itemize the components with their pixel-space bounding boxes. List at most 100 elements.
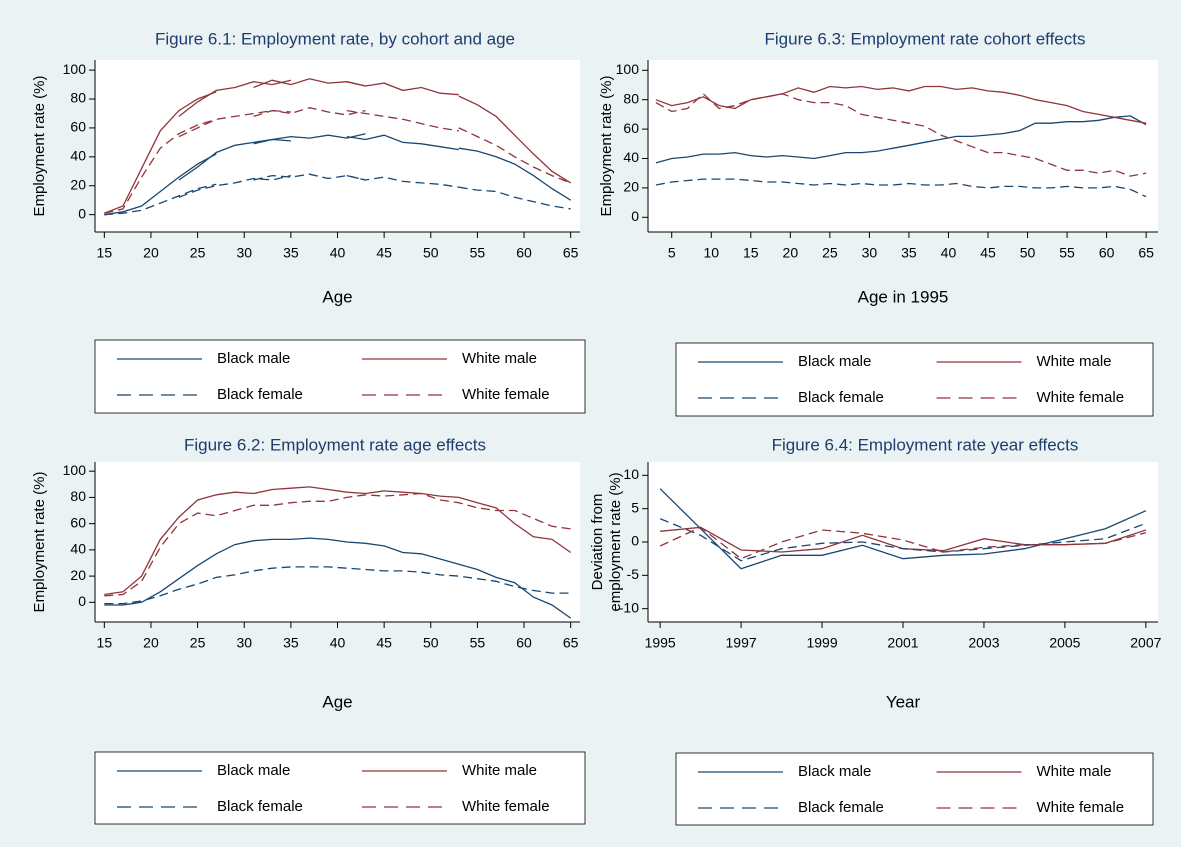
- x-tick-label: 60: [516, 245, 532, 261]
- legend-label: Black male: [217, 762, 290, 779]
- x-tick-label: 40: [330, 635, 346, 651]
- series-line: [458, 127, 571, 184]
- x-tick-label: 20: [783, 245, 799, 261]
- series-line: [104, 492, 571, 597]
- series-line: [178, 79, 292, 117]
- x-tick-label: 50: [1020, 245, 1036, 261]
- x-tick-label: 10: [703, 245, 719, 261]
- legend-label: Black female: [217, 798, 303, 815]
- chart-title: Figure 6.2: Employment rate age effects: [184, 435, 486, 454]
- x-tick-label: 40: [330, 245, 346, 261]
- series-line: [104, 118, 217, 214]
- x-tick-label: 65: [563, 245, 579, 261]
- x-tick-label: 40: [941, 245, 957, 261]
- x-tick-label: 30: [236, 635, 252, 651]
- legend-label: White male: [1037, 763, 1112, 780]
- y-tick-label: 20: [70, 567, 86, 583]
- x-tick-label: 15: [743, 245, 759, 261]
- x-axis-label: Age in 1995: [858, 287, 949, 306]
- legend-label: White male: [462, 350, 537, 367]
- x-tick-label: 1997: [726, 635, 757, 651]
- chart-title: Figure 6.1: Employment rate, by cohort a…: [155, 29, 515, 48]
- series-line: [458, 95, 572, 184]
- x-tick-label: 15: [97, 245, 113, 261]
- x-tick-label: 30: [862, 245, 878, 261]
- y-tick-label: 40: [70, 541, 86, 557]
- y-axis-label: Employment rate (%): [31, 472, 48, 613]
- legend-label: White female: [1037, 799, 1125, 816]
- y-tick-label: 80: [623, 90, 639, 106]
- x-tick-label: 45: [376, 635, 392, 651]
- series-line: [655, 92, 1147, 177]
- x-tick-label: 65: [1138, 245, 1154, 261]
- x-axis-label: Age: [322, 287, 352, 306]
- x-tick-label: 30: [236, 245, 252, 261]
- y-tick-label: 0: [631, 208, 639, 224]
- series-line: [659, 526, 1147, 560]
- plot-area: [648, 462, 1158, 622]
- series-line: [659, 518, 1147, 562]
- y-tick-label: 0: [78, 593, 86, 609]
- y-tick-label: 40: [70, 148, 86, 164]
- y-tick-label: 0: [631, 533, 639, 549]
- y-tick-label: -10: [619, 599, 639, 615]
- y-tick-label: 20: [70, 176, 86, 192]
- legend-label: Black male: [798, 353, 871, 370]
- chart-title: Figure 6.4: Employment rate year effects: [772, 435, 1079, 454]
- series-line: [655, 85, 1147, 124]
- y-tick-label: 100: [63, 462, 87, 478]
- y-tick-label: -5: [627, 566, 640, 582]
- legend-label: Black male: [217, 350, 290, 367]
- legend-label: Black male: [798, 763, 871, 780]
- y-tick-label: 5: [631, 499, 639, 515]
- x-axis-label: Age: [322, 692, 352, 711]
- y-tick-label: 10: [623, 466, 639, 482]
- y-tick-label: 0: [78, 205, 86, 221]
- y-tick-label: 100: [63, 61, 87, 77]
- series-line: [104, 486, 572, 596]
- x-tick-label: 25: [190, 635, 206, 651]
- x-axis-label: Year: [886, 692, 921, 711]
- y-tick-label: 80: [70, 488, 86, 504]
- legend-label: White female: [462, 386, 550, 403]
- x-tick-label: 50: [423, 635, 439, 651]
- y-tick-label: 40: [623, 149, 639, 165]
- y-axis-label: Employment rate (%): [598, 76, 615, 217]
- series-line: [346, 174, 459, 188]
- x-tick-label: 25: [822, 245, 838, 261]
- series-line: [346, 109, 459, 132]
- x-tick-label: 1999: [806, 635, 837, 651]
- legend-label: Black female: [217, 386, 303, 403]
- series-line: [178, 109, 291, 138]
- x-tick-label: 35: [901, 245, 917, 261]
- series-line: [458, 147, 572, 201]
- x-tick-label: 45: [376, 245, 392, 261]
- series-line: [655, 178, 1147, 198]
- x-tick-label: 60: [516, 635, 532, 651]
- series-line: [178, 174, 292, 198]
- y-axis-label: Deviation from: [589, 494, 606, 591]
- x-tick-label: 60: [1099, 245, 1115, 261]
- x-tick-label: 20: [143, 245, 159, 261]
- y-tick-label: 100: [616, 61, 640, 77]
- legend-box: [94, 751, 586, 825]
- y-axis-label: Employment rate (%): [31, 76, 48, 217]
- x-tick-label: 2003: [968, 635, 999, 651]
- x-tick-label: 55: [470, 635, 486, 651]
- series-line: [253, 107, 366, 118]
- series-line: [253, 133, 366, 145]
- series-line: [104, 537, 572, 619]
- x-tick-label: 2007: [1130, 635, 1161, 651]
- series-line: [253, 173, 366, 181]
- y-tick-label: 60: [70, 119, 86, 135]
- x-tick-label: 2005: [1049, 635, 1080, 651]
- x-tick-label: 65: [563, 635, 579, 651]
- series-line: [104, 183, 217, 216]
- legend-label: Black female: [798, 799, 884, 816]
- series-line: [346, 81, 459, 96]
- x-tick-label: 15: [97, 635, 113, 651]
- plot-area: [95, 60, 580, 232]
- series-line: [104, 91, 217, 214]
- y-tick-label: 20: [623, 179, 639, 195]
- legend-label: Black female: [798, 389, 884, 406]
